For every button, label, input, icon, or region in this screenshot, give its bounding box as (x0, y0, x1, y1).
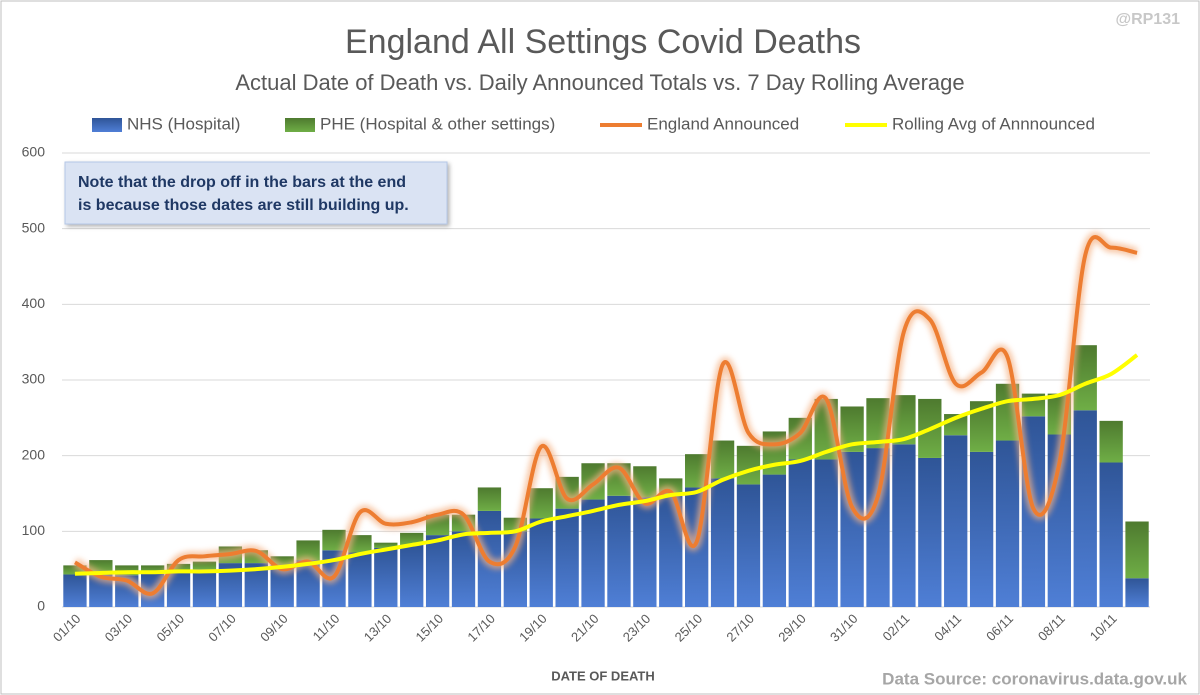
legend-swatch (285, 118, 315, 132)
bar (192, 569, 217, 607)
bar (322, 529, 346, 551)
bar (995, 440, 1020, 607)
bar (944, 435, 968, 607)
bar (788, 459, 812, 607)
y-tick-label: 400 (22, 295, 46, 311)
watermark: @RP131 (1115, 11, 1180, 28)
bar (892, 444, 916, 607)
bar (374, 542, 398, 548)
bar (969, 401, 994, 452)
bar (840, 406, 864, 452)
bar (400, 532, 424, 545)
bar (348, 535, 372, 553)
bar (477, 487, 502, 511)
bar (166, 570, 191, 607)
legend-label: NHS (Hospital) (127, 114, 240, 133)
bar (1125, 578, 1149, 607)
bar (374, 547, 398, 607)
bar (1073, 410, 1097, 607)
bar (969, 451, 994, 607)
annotation-line: Note that the drop off in the bars at th… (78, 174, 406, 191)
bar (425, 535, 450, 607)
y-tick-label: 0 (37, 598, 45, 614)
bar (814, 459, 838, 607)
bar (270, 565, 294, 607)
bar (141, 565, 165, 574)
legend-label: Rolling Avg of Annnounced (892, 114, 1095, 133)
line (73, 235, 1138, 596)
bar (736, 445, 761, 485)
y-tick-label: 300 (22, 371, 46, 387)
bar (270, 556, 294, 566)
annotation-line: is because those dates are still buildin… (78, 197, 409, 214)
bar (659, 495, 683, 607)
bar (762, 474, 787, 607)
legend-label: PHE (Hospital & other settings) (320, 114, 555, 133)
bar (581, 499, 605, 607)
x-axis-label: DATE OF DEATH (551, 668, 655, 683)
bar (1073, 345, 1097, 411)
bar (555, 508, 579, 607)
bar (192, 561, 217, 570)
source: Data Source: coronavirus.data.gov.uk (882, 669, 1187, 688)
y-tick-label: 500 (22, 219, 46, 235)
bar (348, 552, 372, 607)
y-tick-label: 100 (22, 522, 46, 538)
bar (451, 531, 476, 607)
chart-subtitle: Actual Date of Death vs. Daily Announced… (235, 70, 964, 95)
bar (529, 518, 553, 607)
bar (607, 495, 631, 607)
y-tick-label: 600 (22, 144, 46, 160)
bar (710, 440, 735, 479)
legend-label: England Announced (647, 114, 799, 133)
bar (529, 488, 553, 519)
bar (633, 497, 657, 607)
bar (244, 563, 268, 607)
bar (63, 574, 87, 607)
bar (1099, 462, 1123, 607)
bar (400, 544, 424, 607)
chart-title: England All Settings Covid Deaths (345, 23, 861, 61)
bar (710, 478, 735, 607)
y-tick-label: 200 (22, 446, 46, 462)
line (74, 353, 1139, 576)
bar (166, 563, 191, 571)
bar (1125, 521, 1149, 579)
legend-swatch (92, 118, 122, 132)
bar (918, 457, 942, 607)
bar (296, 540, 320, 561)
bar (218, 563, 243, 607)
annotation-box (64, 161, 448, 225)
bar (892, 395, 916, 445)
bar (736, 484, 761, 607)
bar (1099, 420, 1123, 463)
bar (63, 565, 87, 575)
